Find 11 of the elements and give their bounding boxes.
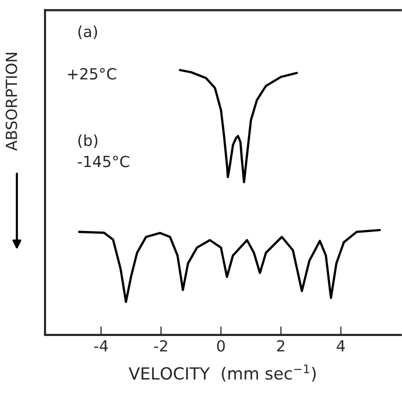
x-tick-label: 0 <box>217 340 225 352</box>
x-axis-title: VELOCITY (mm sec$^{−1}$) <box>128 364 316 382</box>
annotation: -145°C <box>78 156 130 168</box>
y-axis-title: ABSORPTION <box>6 52 18 151</box>
x-tick-label: -2 <box>154 340 168 352</box>
x-tick-label: 2 <box>277 340 284 352</box>
text: (a) <box>78 26 98 40</box>
annotation: (b) <box>78 134 98 148</box>
x-tick-label: 4 <box>336 340 345 352</box>
annotation: +25°C <box>68 68 116 80</box>
x-tick-label: -4 <box>94 340 108 352</box>
